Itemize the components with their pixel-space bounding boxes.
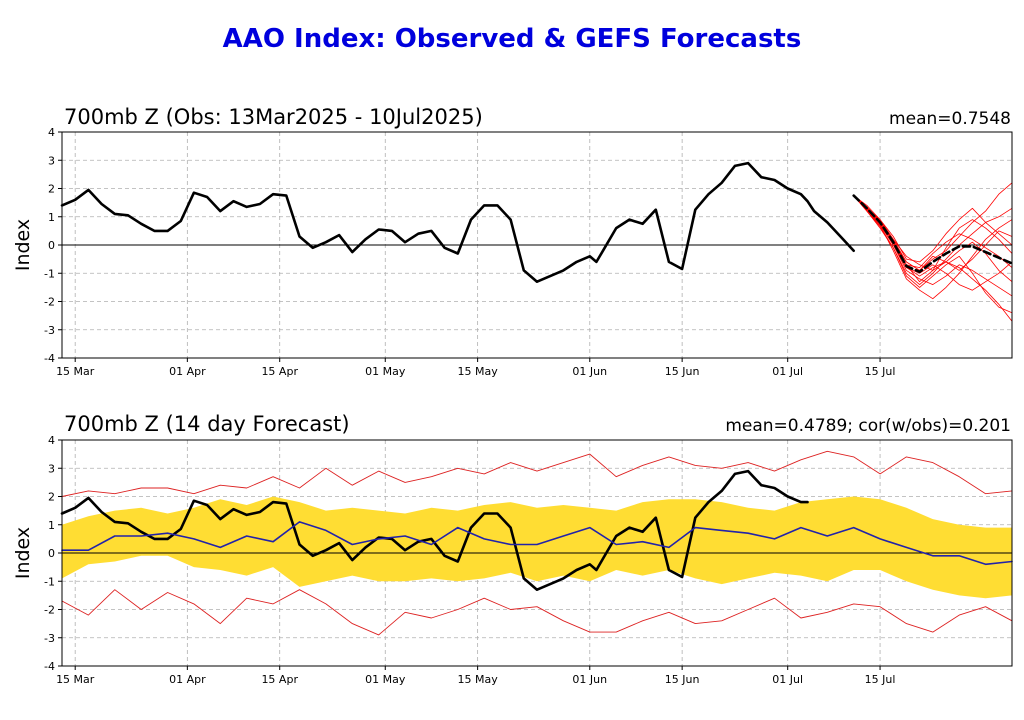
x-tick-label: 15 Mar (56, 365, 95, 378)
x-tick-label: 01 Jul (772, 365, 803, 378)
x-tick-label: 01 Apr (169, 365, 206, 378)
y-tick-label: 2 (48, 491, 55, 504)
x-tick-label: 15 Jun (665, 365, 700, 378)
panel-annotation: mean=0.7548 (889, 109, 1011, 129)
figure-title: AAO Index: Observed & GEFS Forecasts (223, 24, 802, 54)
x-tick-label: 15 Jul (865, 365, 896, 378)
ensemble-member-line (853, 195, 1013, 283)
forecast-panel: 700mb Z (14 day Forecast) mean=0.4789; c… (12, 412, 1013, 686)
observed-aao-line (60, 469, 809, 592)
y-tick-label: 3 (48, 462, 55, 475)
x-tick-label: 01 May (365, 673, 406, 686)
ensemble-member-line (853, 195, 1013, 297)
ensemble-member-line (853, 195, 1013, 291)
ensemble-member-line (853, 195, 1013, 286)
y-tick-label: -3 (44, 632, 55, 645)
ensemble-member-line (853, 195, 1013, 283)
x-tick-label: 15 Jun (665, 673, 700, 686)
x-tick-label: 15 Apr (261, 365, 298, 378)
upper-envelope-line (61, 450, 1013, 497)
y-tick-label: 2 (48, 183, 55, 196)
x-tick-label: 01 Jun (572, 673, 607, 686)
observed-aao-line (60, 161, 856, 284)
x-tick-label: 15 Jul (865, 673, 896, 686)
lower-envelope-line (61, 589, 1013, 636)
ensemble-member-line (853, 195, 1013, 322)
y-tick-label: -1 (44, 575, 55, 588)
y-tick-label: -1 (44, 267, 55, 280)
y-tick-label: 1 (48, 519, 55, 532)
y-tick-label: 0 (48, 239, 55, 252)
forecast-spread-band (62, 496, 1012, 599)
x-tick-label: 01 Jun (572, 365, 607, 378)
y-tick-label: 4 (48, 434, 55, 447)
observed-panel: 700mb Z (Obs: 13Mar2025 - 10Jul2025) mea… (12, 105, 1014, 378)
ensemble-member-line (853, 195, 1013, 314)
panel-annotation: mean=0.4789; cor(w/obs)=0.201 (725, 416, 1011, 436)
y-tick-label: 1 (48, 211, 55, 224)
y-axis-label: Index (12, 219, 34, 271)
y-tick-label: -3 (44, 324, 55, 337)
x-tick-label: 15 Apr (261, 673, 298, 686)
x-tick-label: 15 May (458, 673, 499, 686)
y-axis-label: Index (12, 527, 34, 579)
y-tick-label: -2 (44, 604, 55, 617)
x-tick-label: 15 Mar (56, 673, 95, 686)
gefs-ensemble-mean-line (852, 194, 1014, 274)
panel-title: 700mb Z (Obs: 13Mar2025 - 10Jul2025) (64, 105, 483, 129)
y-tick-label: -2 (44, 296, 55, 309)
x-tick-label: 01 Apr (169, 673, 206, 686)
y-tick-label: 3 (48, 154, 55, 167)
y-tick-label: -4 (44, 352, 55, 365)
ensemble-member-line (853, 195, 1013, 300)
y-tick-label: -4 (44, 660, 55, 673)
14-day-forecast-mean-line (61, 521, 1013, 566)
x-tick-label: 01 Jul (772, 673, 803, 686)
x-tick-label: 15 May (458, 365, 499, 378)
x-tick-label: 01 May (365, 365, 406, 378)
y-tick-label: 0 (48, 547, 55, 560)
ensemble-member-line (853, 195, 1013, 263)
panel-title: 700mb Z (14 day Forecast) (64, 412, 350, 436)
y-tick-label: 4 (48, 126, 55, 139)
